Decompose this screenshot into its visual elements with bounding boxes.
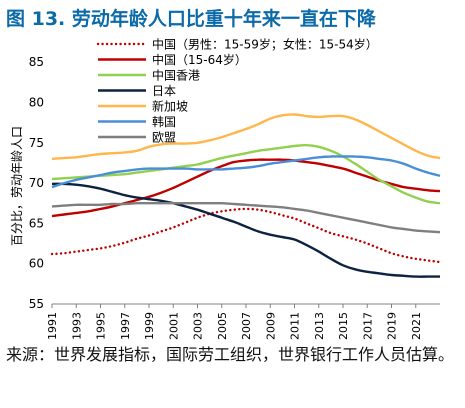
legend-label: 中国（15-64岁）: [152, 52, 247, 67]
x-tick-label: 1991: [46, 312, 59, 340]
series-line-3: [51, 182, 440, 278]
legend-label: 韩国: [152, 114, 176, 129]
x-tick-label: 2013: [313, 312, 326, 340]
legend-label: 日本: [152, 84, 176, 98]
series-line-1: [51, 158, 441, 218]
legend-label: 中国（男性：15-59岁；女性：15-54岁）: [152, 37, 378, 52]
x-tick-label: 2005: [216, 312, 229, 340]
series-line-5: [51, 155, 441, 189]
series-line-2: [51, 143, 441, 205]
x-tick-label: 1999: [143, 312, 156, 340]
x-tick-label: 1997: [119, 312, 132, 340]
y-tick-label: 85: [29, 55, 44, 69]
y-tick-label: 60: [29, 257, 44, 271]
series-layer: [50, 113, 442, 278]
x-tick-label: 2015: [337, 312, 350, 340]
series-line-0: [50, 207, 442, 264]
source-note: 来源：世界发展指标，国际劳工组织，世界银行工作人员估算。: [6, 345, 455, 364]
x-tick-label: 2009: [264, 312, 277, 340]
y-tick-label: 80: [29, 95, 44, 109]
x-tick-label: 2017: [361, 312, 374, 340]
x-tick-label: 2007: [240, 312, 253, 340]
x-tick-label: 2001: [167, 312, 180, 340]
y-tick-label: 55: [29, 297, 44, 311]
series-line-4: [51, 113, 441, 161]
legend-label: 欧盟: [152, 131, 176, 145]
x-tick-label: 2021: [410, 312, 423, 340]
series-line-6: [51, 201, 441, 234]
y-tick-label: 70: [29, 176, 44, 190]
x-tick-label: 1993: [70, 312, 83, 340]
legend-label: 新加坡: [152, 99, 188, 114]
legend: 中国（男性：15-59岁；女性：15-54岁）中国（15-64岁）中国香港日本新…: [96, 37, 378, 145]
figure-title: 图 13. 劳动年龄人口比重十年来一直在下降: [6, 8, 376, 30]
axes-layer: 55 60 65 70 75 80 85 1991 1993 1995 1997 1999 2001 20…: [29, 55, 440, 340]
line-chart: 55 60 65 70 75 80 85 1991 1993 1995 1997 1999 2001 20…: [10, 37, 442, 340]
x-tick-label: 2019: [386, 312, 399, 340]
y-tick-label: 75: [29, 136, 44, 150]
legend-label: 中国香港: [152, 68, 200, 83]
x-tick-label: 2011: [289, 312, 302, 340]
x-tick-label: 2003: [192, 312, 205, 340]
x-tick-label: 1995: [95, 312, 108, 340]
y-axis-label: 百分比，劳动年龄人口: [10, 126, 24, 246]
y-tick-label: 65: [29, 216, 44, 230]
